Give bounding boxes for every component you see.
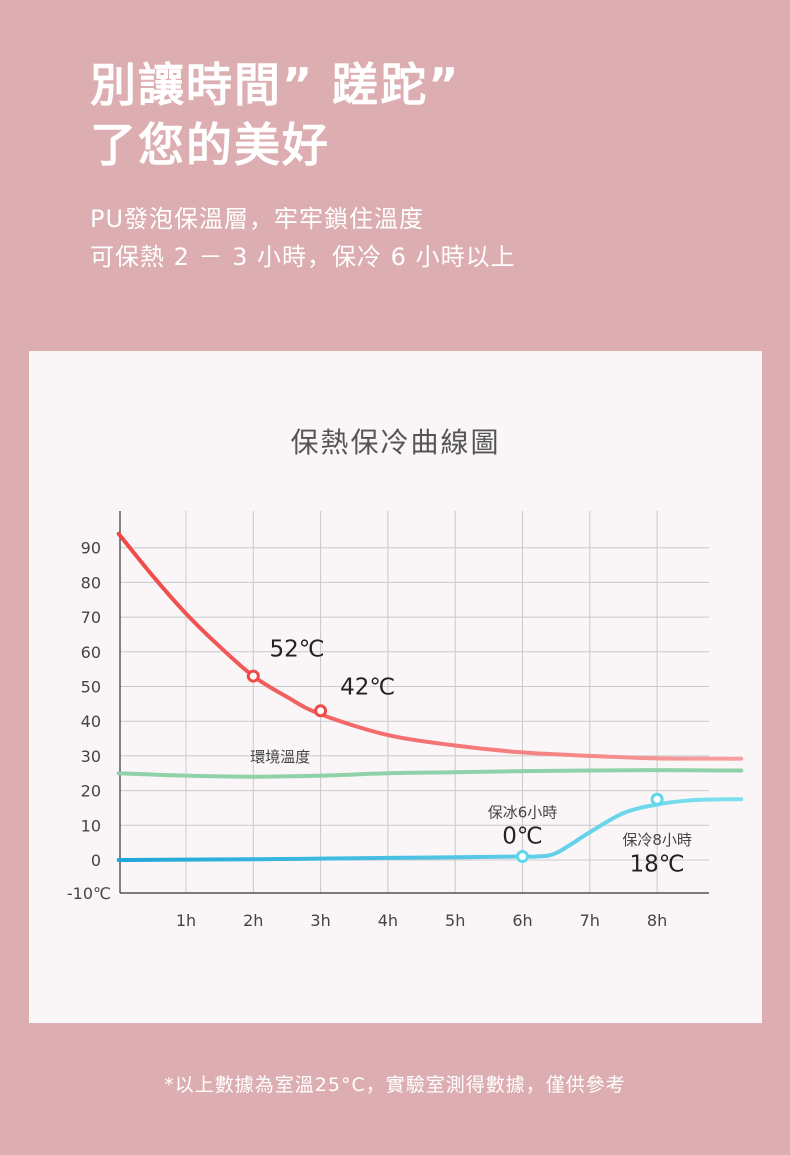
y-tick-label: 90 [81, 539, 101, 558]
y-tick-label: 0 [91, 851, 101, 870]
chart-card: 保熱保冷曲線圖 90 80 70 60 50 40 30 20 10 0 -10℃ 1h 2h 3h 4h 5… [29, 351, 762, 1023]
x-tick-label: 3h [310, 911, 330, 930]
data-point-sublabel: 保冷8小時 [622, 831, 692, 849]
headline-line-1: 別讓時間” 蹉跎” [90, 58, 461, 112]
footnote: *以上數據為室溫25°C，實驗室測得數據，僅供參考 [164, 1074, 626, 1096]
data-point-marker [314, 704, 328, 718]
series-label-ambient: 環境溫度 [250, 748, 310, 766]
x-tick-label: 2h [243, 911, 263, 930]
x-tick-label: 4h [378, 911, 398, 930]
y-tick-label: 70 [81, 608, 101, 627]
x-tick-label: 6h [512, 911, 532, 930]
y-tick-label: 40 [81, 712, 101, 731]
y-tick-label: 30 [81, 747, 101, 766]
series-line-cold [116, 797, 744, 862]
series-line-hot [116, 531, 744, 761]
product-description: PU發泡保溫層，牢牢鎖住溫度 可保熱 2 － 3 小時，保冷 6 小時以上 [90, 200, 516, 276]
x-tick-label: 1h [176, 911, 196, 930]
headline-line-2: 了您的美好 [90, 118, 330, 172]
y-tick-label: 60 [81, 643, 101, 662]
data-point-label: 18℃ [630, 851, 685, 877]
data-point-sublabel: 保冰6小時 [488, 803, 558, 821]
data-point-marker [650, 792, 664, 806]
description-line-2: 可保熱 2 － 3 小時，保冷 6 小時以上 [90, 243, 516, 271]
x-tick-label: 8h [647, 911, 667, 930]
data-point-label: 52℃ [269, 636, 324, 662]
y-tick-label: -10℃ [67, 884, 111, 903]
y-tick-label: 80 [81, 573, 101, 592]
data-point-label: 0℃ [502, 824, 542, 850]
chart-title: 保熱保冷曲線圖 [290, 426, 501, 459]
headline: 別讓時間” 蹉跎” 了您的美好 [90, 55, 460, 175]
x-tick-label: 5h [445, 911, 465, 930]
data-point-marker [246, 669, 260, 683]
description-line-1: PU發泡保溫層，牢牢鎖住溫度 [90, 205, 425, 233]
data-point-marker [516, 850, 529, 864]
y-tick-label: 10 [81, 816, 101, 835]
y-tick-label: 50 [81, 678, 101, 697]
data-point-label: 42℃ [340, 675, 395, 701]
series-line-ambient [116, 768, 744, 779]
y-tick-label: 20 [81, 782, 101, 801]
temperature-curve-chart: 90 80 70 60 50 40 30 20 10 0 -10℃ 1h 2h 3h 4h 5h 6h 7h 8h 環… [67, 511, 744, 930]
x-tick-label: 7h [580, 911, 600, 930]
